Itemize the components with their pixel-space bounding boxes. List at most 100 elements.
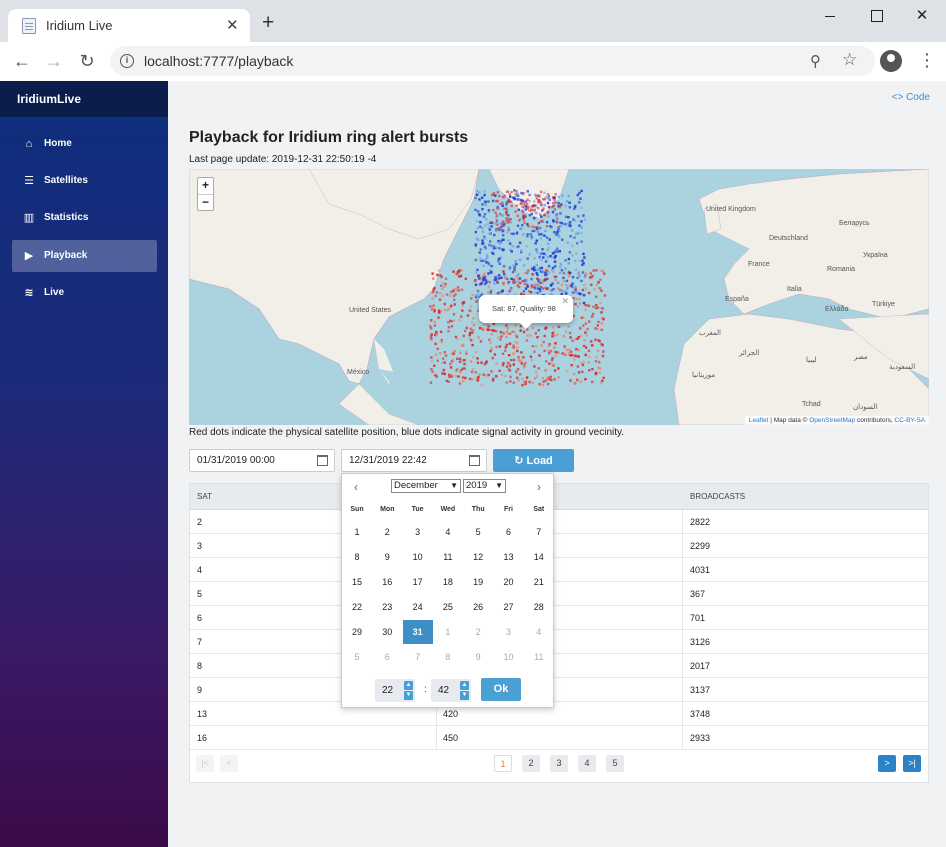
calendar-day[interactable]: 10 — [503, 652, 514, 662]
new-tab-icon[interactable]: + — [262, 11, 275, 34]
calendar-day[interactable]: 5 — [475, 527, 481, 537]
info-icon[interactable]: i — [120, 54, 134, 68]
sidebar-item-live[interactable]: ≋ Live — [12, 277, 157, 309]
calendar-day[interactable]: 23 — [382, 602, 393, 612]
minute-stepper[interactable]: 42 ▲ ▼ — [431, 679, 471, 702]
calendar-day[interactable]: 7 — [415, 652, 421, 662]
pager-last-button[interactable]: >| — [903, 755, 921, 772]
calendar-icon[interactable] — [469, 455, 480, 466]
to-date-value[interactable]: 12/31/2019 22:42 — [349, 455, 427, 466]
pager-page-button[interactable]: 4 — [578, 755, 596, 772]
calendar-day[interactable]: 17 — [412, 577, 423, 587]
hour-value[interactable]: 22 — [382, 685, 394, 696]
month-select-value[interactable]: December — [394, 480, 438, 491]
calendar-day[interactable]: 4 — [536, 627, 542, 637]
calendar-day[interactable]: 14 — [533, 552, 544, 562]
back-arrow-icon[interactable]: ← — [13, 51, 31, 71]
window-minimize-icon[interactable] — [820, 6, 840, 26]
calendar-day[interactable]: 12 — [473, 552, 484, 562]
calendar-day[interactable]: 26 — [473, 602, 484, 612]
next-month-icon[interactable]: › — [537, 480, 541, 494]
zoom-in-button[interactable]: + — [201, 178, 209, 192]
minute-down-icon[interactable]: ▼ — [460, 691, 469, 700]
calendar-day[interactable]: 8 — [354, 552, 360, 562]
month-select[interactable]: December ▼ — [391, 479, 461, 493]
calendar-day[interactable]: 20 — [503, 577, 514, 587]
year-select-value[interactable]: 2019 — [466, 480, 488, 491]
calendar-day[interactable]: 30 — [382, 627, 393, 637]
minute-value[interactable]: 42 — [438, 685, 450, 696]
calendar-day[interactable]: 7 — [536, 527, 542, 537]
browser-menu-icon[interactable]: ⋮ — [918, 50, 936, 70]
year-select[interactable]: 2019 ▼ — [463, 479, 506, 493]
column-header-broadcasts[interactable]: BROADCASTS — [690, 492, 746, 501]
calendar-day[interactable]: 21 — [533, 577, 544, 587]
calendar-day[interactable]: 18 — [442, 577, 453, 587]
calendar-day[interactable]: 29 — [351, 627, 362, 637]
browser-tab[interactable]: Iridium Live ✕ — [8, 9, 250, 42]
calendar-day[interactable]: 15 — [351, 577, 362, 587]
window-maximize-icon[interactable] — [866, 6, 886, 26]
calendar-day[interactable]: 11 — [443, 552, 453, 562]
zoom-out-button[interactable]: − — [198, 194, 213, 210]
url-text[interactable]: localhost:7777/playback — [144, 53, 294, 69]
previous-month-icon[interactable]: ‹ — [354, 480, 358, 494]
pager-next-button[interactable]: > — [878, 755, 896, 772]
calendar-day[interactable]: 5 — [354, 652, 360, 662]
calendar-day[interactable]: 25 — [442, 602, 453, 612]
calendar-day[interactable]: 9 — [384, 552, 390, 562]
code-link[interactable]: <> Code — [891, 92, 930, 103]
calendar-day[interactable]: 1 — [445, 627, 451, 637]
calendar-day[interactable]: 3 — [415, 527, 421, 537]
map[interactable]: United States México United Kingdom Deut… — [189, 169, 929, 425]
tab-close-icon[interactable]: ✕ — [226, 17, 239, 34]
calendar-day[interactable]: 10 — [412, 552, 423, 562]
calendar-day[interactable]: 28 — [533, 602, 544, 612]
calendar-day[interactable]: 22 — [351, 602, 362, 612]
hour-up-icon[interactable]: ▲ — [404, 681, 413, 690]
sidebar-item-statistics[interactable]: ▥ Statistics — [12, 202, 157, 234]
calendar-day[interactable]: 31 — [402, 620, 433, 644]
calendar-day[interactable]: 6 — [505, 527, 511, 537]
popup-close-icon[interactable]: ✕ — [561, 296, 569, 306]
calendar-day[interactable]: 13 — [503, 552, 514, 562]
calendar-day[interactable]: 27 — [503, 602, 514, 612]
calendar-day[interactable]: 1 — [354, 527, 360, 537]
calendar-day[interactable]: 9 — [475, 652, 481, 662]
calendar-day[interactable]: 4 — [445, 527, 451, 537]
pager-page-button[interactable]: 5 — [606, 755, 624, 772]
osm-link[interactable]: OpenStreetMap — [809, 417, 856, 424]
from-date-value[interactable]: 01/31/2019 00:00 — [197, 455, 275, 466]
sidebar-item-home[interactable]: ⌂ Home — [12, 128, 157, 160]
calendar-day[interactable]: 24 — [412, 602, 423, 612]
calendar-icon[interactable] — [317, 455, 328, 466]
leaflet-link[interactable]: Leaflet — [748, 417, 769, 424]
calendar-day[interactable]: 19 — [473, 577, 484, 587]
pager-prev-button[interactable]: < — [220, 755, 238, 772]
hour-down-icon[interactable]: ▼ — [404, 691, 413, 700]
calendar-day[interactable]: 6 — [384, 652, 390, 662]
minute-up-icon[interactable]: ▲ — [460, 681, 469, 690]
pager-page-button[interactable]: 3 — [550, 755, 568, 772]
from-date-input[interactable]: 01/31/2019 00:00 — [189, 449, 335, 472]
address-bar[interactable]: i localhost:7777/playback ⚲ ☆ — [110, 46, 875, 76]
column-header-sat[interactable]: SAT — [197, 492, 212, 501]
license-link[interactable]: CC-BY-SA — [894, 417, 925, 424]
profile-avatar-icon[interactable] — [880, 50, 902, 72]
sidebar-item-satellites[interactable]: ☰ Satellites — [12, 165, 157, 197]
hour-stepper[interactable]: 22 ▲ ▼ — [375, 679, 415, 702]
ok-button[interactable]: Ok — [481, 678, 521, 701]
pager-first-button[interactable]: |< — [196, 755, 214, 772]
sidebar-item-playback[interactable]: ▶ Playback — [12, 240, 157, 272]
bookmark-star-icon[interactable]: ☆ — [842, 50, 858, 69]
to-date-input[interactable]: 12/31/2019 22:42 — [341, 449, 487, 472]
pager-page-button[interactable]: 1 — [494, 755, 512, 772]
calendar-day[interactable]: 11 — [534, 652, 544, 662]
calendar-day[interactable]: 8 — [445, 652, 451, 662]
forward-arrow-icon[interactable]: → — [45, 51, 63, 71]
reload-icon[interactable]: ↻ — [79, 51, 95, 71]
calendar-day[interactable]: 16 — [382, 577, 393, 587]
calendar-day[interactable]: 2 — [384, 527, 390, 537]
calendar-day[interactable]: 3 — [505, 627, 511, 637]
brand-title[interactable]: IridiumLive — [0, 81, 168, 117]
